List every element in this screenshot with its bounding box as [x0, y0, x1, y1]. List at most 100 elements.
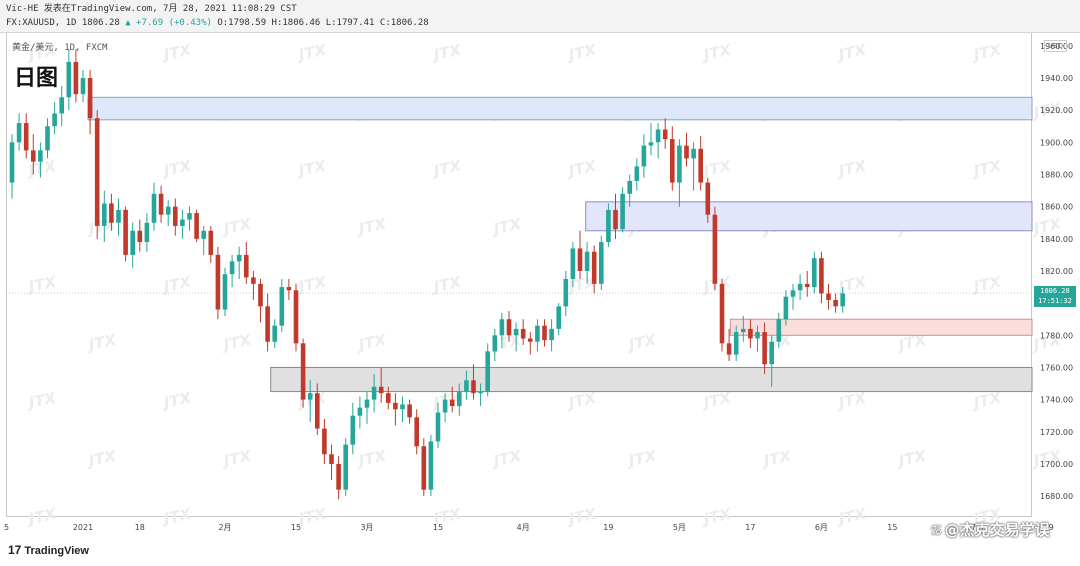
ohlc-values: O:1798.59 H:1806.46 L:1797.41 C:1806.28 — [211, 18, 429, 28]
watermark-tile: JTX — [429, 40, 464, 64]
candle-body — [350, 415, 356, 445]
watermark-tile: JTX — [159, 504, 194, 528]
candle-body — [52, 113, 57, 127]
x-tick-label: 19 — [603, 523, 613, 532]
watermark-tile: JTX — [894, 446, 929, 470]
candle-body — [322, 428, 327, 455]
candle-body — [819, 258, 824, 294]
candle-body — [726, 343, 732, 355]
candle-body — [307, 393, 313, 400]
candle-body — [151, 193, 157, 223]
y-tick-label: 1940.00 — [1040, 74, 1073, 83]
candle-body — [286, 287, 292, 291]
tradingview-logo[interactable]: 17 TradingView — [8, 543, 89, 557]
candle-body — [165, 206, 171, 215]
candle-body — [712, 214, 718, 284]
candle-body — [464, 380, 469, 392]
candle-body — [45, 126, 50, 151]
ohlc-readout: FX:XAUUSD, 1D 1806.28 ▲ +7.69 (+0.43%) O… — [6, 17, 429, 29]
watermark-tile: JTX — [219, 330, 254, 354]
candle-body — [378, 386, 384, 394]
candle-body — [733, 332, 739, 355]
candle-body — [769, 341, 774, 365]
wechat-icon: ♋ — [930, 523, 943, 539]
candle-body — [38, 150, 43, 162]
candle-body — [684, 145, 689, 159]
x-tick-label: 5 — [4, 523, 9, 532]
candle-body — [627, 180, 632, 194]
candle-body — [229, 261, 235, 275]
watermark-tile: JTX — [159, 156, 194, 180]
candle-body — [158, 193, 164, 215]
watermark-tile: JTX — [159, 272, 194, 296]
watermark-tile: JTX — [624, 446, 659, 470]
candle-body — [87, 78, 93, 119]
candle-body — [698, 148, 703, 183]
watermark-tile: JTX — [219, 446, 254, 470]
candle-body — [677, 145, 682, 183]
candle-body — [457, 391, 462, 407]
watermark-tile: JTX — [564, 40, 599, 64]
resistance-zone-1920[interactable] — [87, 96, 1033, 121]
candle-body — [215, 254, 221, 310]
candle-body — [478, 391, 483, 394]
resistance-zone-1860[interactable] — [585, 201, 1033, 232]
watermark-tile: JTX — [294, 156, 329, 180]
watermark-tile: JTX — [219, 214, 254, 238]
candle-body — [435, 412, 441, 442]
candle-body — [9, 142, 15, 183]
candle-body — [94, 118, 100, 226]
candle-body — [265, 306, 270, 342]
y-tick-label: 1840.00 — [1040, 235, 1073, 244]
x-tick-label: 7月 — [971, 523, 984, 532]
candle-body — [670, 139, 675, 183]
candle-body — [364, 399, 370, 408]
candle-body — [80, 78, 86, 95]
watermark-tile: JTX — [429, 156, 464, 180]
candle-body — [748, 328, 753, 339]
candle-body — [258, 283, 263, 307]
candle-body — [783, 296, 789, 320]
y-tick-label: 1760.00 — [1040, 363, 1073, 372]
candle-body — [329, 454, 334, 464]
y-tick-label: 1780.00 — [1040, 331, 1073, 340]
watermark-tile: JTX — [699, 40, 734, 64]
candle-body — [804, 283, 810, 288]
candle-body — [620, 193, 625, 230]
candle-body — [563, 279, 569, 307]
candle-body — [826, 293, 831, 300]
candle-body — [442, 399, 448, 413]
watermark-tile: JTX — [159, 40, 194, 64]
watermark-tile: JTX — [354, 214, 389, 238]
watermark-tile: JTX — [84, 330, 119, 354]
watermark-tile: JTX — [24, 388, 59, 412]
candle-body — [187, 213, 192, 220]
candle-body — [691, 148, 696, 159]
publish-info: Vic-HE 发表在TradingView.com, 7月 28, 2021 1… — [6, 4, 297, 14]
currency-label: USD — [1044, 40, 1067, 52]
candle-body — [343, 444, 348, 490]
watermark-tile: JTX — [24, 504, 59, 528]
candle-body — [535, 325, 540, 342]
candle-body — [741, 328, 746, 333]
y-tick-label: 1720.00 — [1040, 428, 1073, 437]
x-tick-label: 3月 — [360, 523, 373, 532]
support-zone-1755[interactable] — [270, 366, 1033, 393]
candle-body — [236, 254, 242, 262]
watermark-tile: JTX — [294, 272, 329, 296]
candle-body — [606, 209, 611, 243]
watermark-tile: JTX — [24, 272, 59, 296]
watermark-tile: JTX — [84, 214, 119, 238]
candle-body — [357, 407, 363, 416]
candle-body — [400, 404, 405, 410]
x-tick-label: 2021 — [73, 523, 93, 532]
y-tick-label: 1860.00 — [1040, 203, 1073, 212]
candle-body — [428, 441, 434, 490]
x-tick-label: 17 — [745, 523, 755, 532]
support-zone-1785[interactable] — [729, 318, 1033, 336]
candle-body — [499, 319, 505, 336]
x-tick-label: 19 — [1044, 523, 1054, 532]
candle-body — [776, 319, 782, 342]
watermark-tile: JTX — [429, 272, 464, 296]
